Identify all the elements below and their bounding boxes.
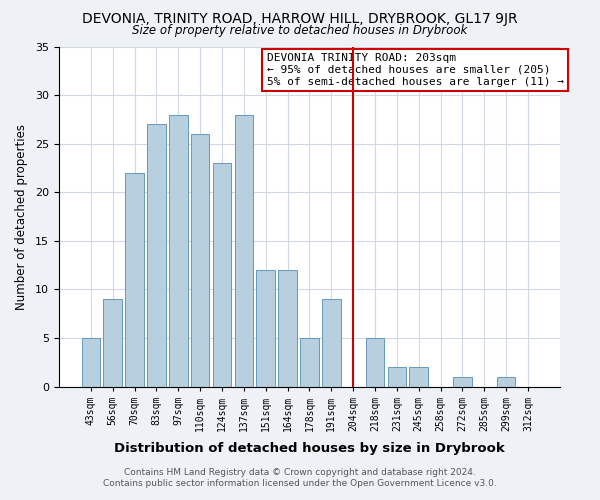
Text: DEVONIA, TRINITY ROAD, HARROW HILL, DRYBROOK, GL17 9JR: DEVONIA, TRINITY ROAD, HARROW HILL, DRYB… xyxy=(82,12,518,26)
Bar xyxy=(365,338,384,386)
Bar xyxy=(322,299,341,386)
Bar xyxy=(388,367,406,386)
Y-axis label: Number of detached properties: Number of detached properties xyxy=(15,124,28,310)
Bar xyxy=(82,338,100,386)
Bar xyxy=(147,124,166,386)
X-axis label: Distribution of detached houses by size in Drybrook: Distribution of detached houses by size … xyxy=(114,442,505,455)
Bar xyxy=(409,367,428,386)
Text: Size of property relative to detached houses in Drybrook: Size of property relative to detached ho… xyxy=(133,24,467,37)
Bar xyxy=(125,173,144,386)
Bar xyxy=(213,163,231,386)
Bar xyxy=(103,299,122,386)
Bar xyxy=(278,270,297,386)
Bar xyxy=(191,134,209,386)
Bar xyxy=(256,270,275,386)
Bar xyxy=(497,377,515,386)
Text: Contains HM Land Registry data © Crown copyright and database right 2024.
Contai: Contains HM Land Registry data © Crown c… xyxy=(103,468,497,487)
Bar xyxy=(300,338,319,386)
Bar xyxy=(169,114,188,386)
Text: DEVONIA TRINITY ROAD: 203sqm
← 95% of detached houses are smaller (205)
5% of se: DEVONIA TRINITY ROAD: 203sqm ← 95% of de… xyxy=(267,54,564,86)
Bar xyxy=(235,114,253,386)
Bar xyxy=(453,377,472,386)
